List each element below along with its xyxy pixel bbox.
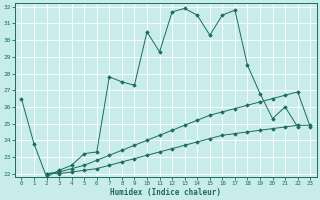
X-axis label: Humidex (Indice chaleur): Humidex (Indice chaleur) bbox=[110, 188, 221, 197]
